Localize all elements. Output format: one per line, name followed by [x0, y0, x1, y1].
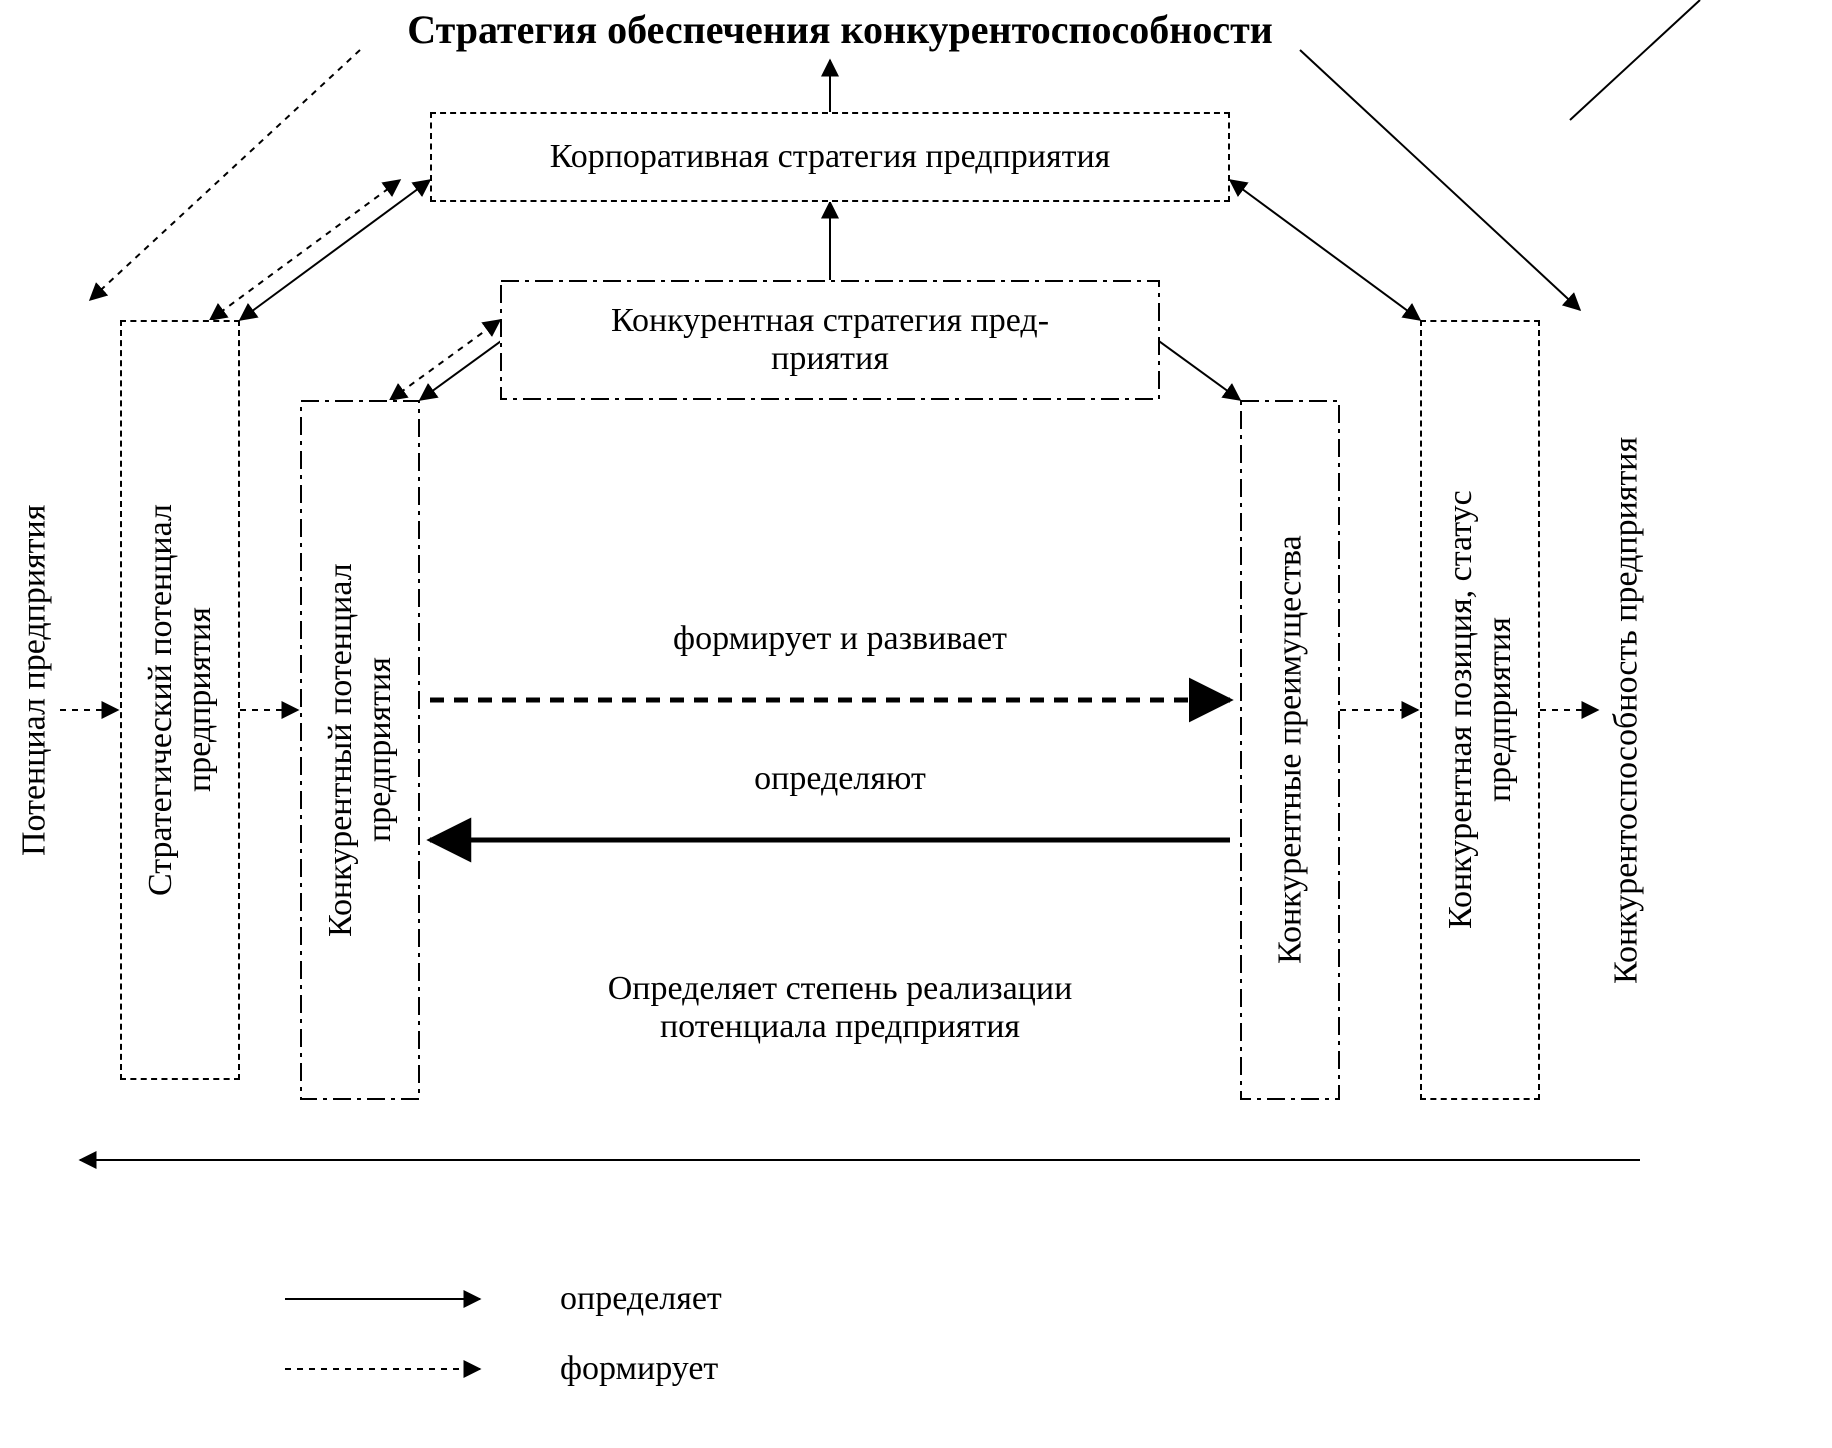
node-n_compstrat: Конкурентная стратегия пред- приятия [500, 280, 1160, 400]
node-text-n_compet: Конкурентоспособность предприятия [1594, 314, 1658, 1106]
node-text-n_compstrat: Конкурентная стратегия пред- приятия [605, 296, 1055, 384]
arrow-a_title_left [90, 50, 360, 300]
arrow-a_stratpot_corp_d [210, 180, 400, 320]
node-text-n_strat_pot: Стратегический потенциал предприятия [114, 314, 246, 1086]
arrows-layer [0, 0, 1832, 1448]
label-l_define: определяют [660, 760, 1020, 798]
legend-text-dashed: формирует [560, 1350, 718, 1388]
arrow-a_stratpot_corp_s [240, 180, 430, 320]
arrow-a_comppot_cstrat_d [390, 320, 500, 400]
node-n_potent: Потенциал предприятия [8, 360, 60, 1000]
node-text-n_potent: Потенциал предприятия [2, 354, 66, 1006]
node-n_strat_pot: Стратегический потенциал предприятия [120, 320, 240, 1080]
node-text-n_corp: Корпоративная стратегия предприятия [544, 132, 1117, 182]
node-text-n_comp_adv: Конкурентные преимущества [1234, 394, 1346, 1106]
legend-swatch-dashed [280, 1354, 500, 1384]
diagram-stage: Стратегия обеспечения конкурентоспособно… [0, 0, 1832, 1448]
label-l_form_dev: формирует и развивает [560, 620, 1120, 658]
node-n_comp_pot: Конкурентный потенциал предприятия [300, 400, 420, 1100]
node-text-n_comp_pos: Конкурентная позиция, статус предприятия [1414, 314, 1546, 1106]
node-n_corp: Корпоративная стратегия предприятия [430, 112, 1230, 202]
diagram-title: Стратегия обеспечения конкурентоспособно… [300, 6, 1380, 53]
legend-row-2: формирует [280, 1350, 718, 1388]
label-l_realize: Определяет степень реализации потенциала… [470, 970, 1210, 1046]
node-text-n_comp_pot: Конкурентный потенциал предприятия [294, 394, 426, 1106]
node-n_comp_pos: Конкурентная позиция, статус предприятия [1420, 320, 1540, 1100]
legend-text-solid: определяет [560, 1280, 722, 1318]
legend-swatch-solid [280, 1284, 500, 1314]
node-n_compet: Конкурентоспособность предприятия [1600, 320, 1652, 1100]
legend-row-1: определяет [280, 1280, 722, 1318]
arrow-a_comppos_corp_s [1230, 180, 1420, 320]
node-n_comp_adv: Конкурентные преимущества [1240, 400, 1340, 1100]
arrow-a_title_right_in [1570, 0, 1700, 120]
arrow-a_title_right_out [1300, 50, 1580, 310]
